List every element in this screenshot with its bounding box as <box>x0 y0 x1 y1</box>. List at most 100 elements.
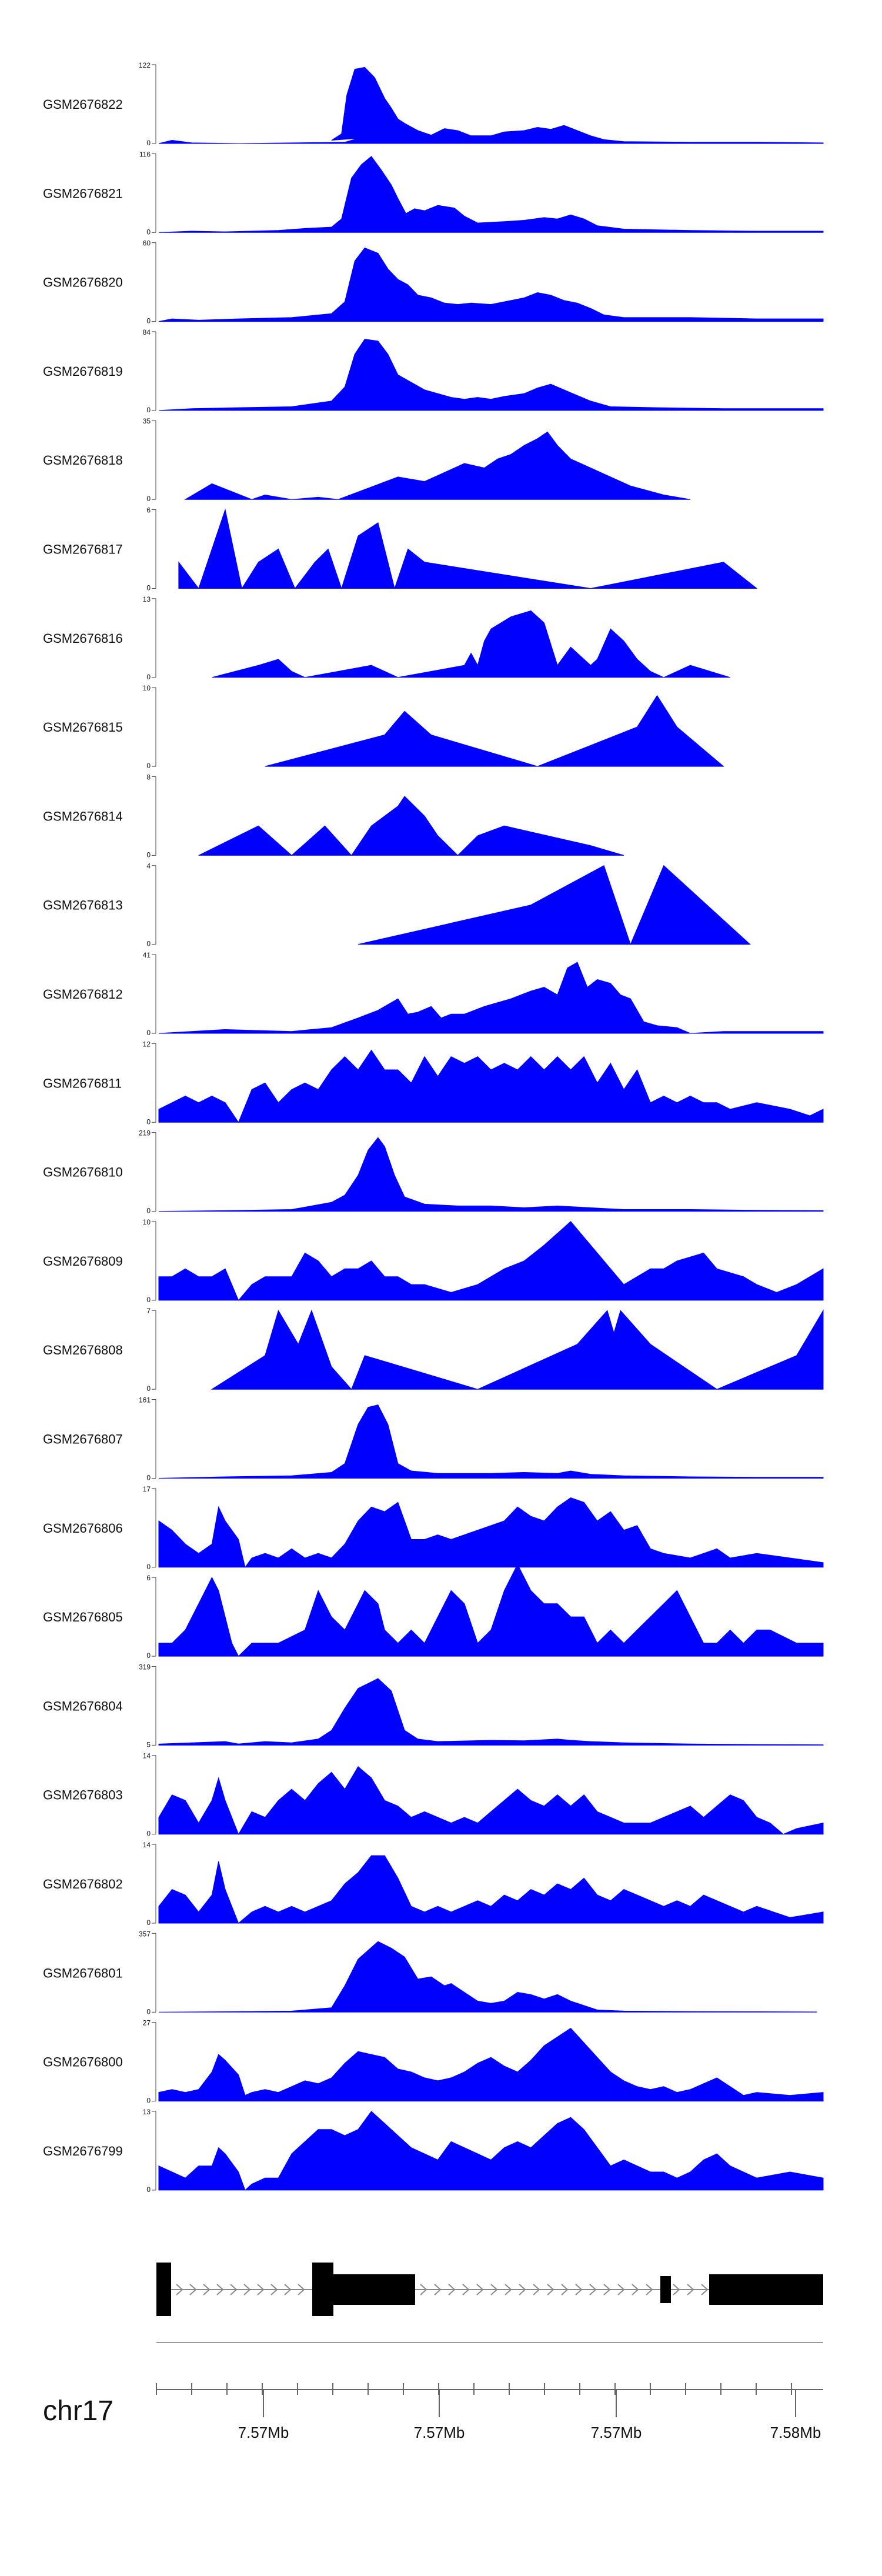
y-tick-label-max: 13 <box>143 2108 151 2116</box>
exon <box>333 2274 415 2305</box>
strand-chevron <box>561 2284 569 2295</box>
y-tick-label-min: 0 <box>146 1563 151 1571</box>
y-tick-label-max: 14 <box>143 1841 151 1849</box>
y-tick-label-max: 219 <box>139 1129 151 1137</box>
strand-chevron <box>603 2284 611 2295</box>
track-label: GSM2676814 <box>43 809 123 823</box>
y-tick-label-max: 161 <box>139 1396 151 1404</box>
track-gsm2676809: GSM2676809 10 0 <box>43 1218 824 1304</box>
coverage-area <box>158 1563 824 1657</box>
track-label: GSM2676800 <box>43 2055 123 2070</box>
strand-chevron <box>203 2284 211 2295</box>
track-label: GSM2676803 <box>43 1788 123 1803</box>
y-tick-label-min: 0 <box>146 317 151 325</box>
track-gsm2676804: GSM2676804 319 5 <box>43 1663 824 1749</box>
coverage-area <box>158 1137 824 1212</box>
track-label: GSM2676804 <box>43 1699 123 1713</box>
strand-chevron <box>687 2284 694 2295</box>
coverage-area <box>198 796 624 856</box>
track-gsm2676818: GSM2676818 35 0 <box>43 417 691 503</box>
coverage-area <box>158 1855 824 1924</box>
track-label: GSM2676817 <box>43 542 123 557</box>
track-label: GSM2676816 <box>43 631 123 646</box>
y-tick-label-min: 0 <box>146 1830 151 1838</box>
track-label: GSM2676819 <box>43 364 123 379</box>
y-tick-label-max: 60 <box>143 239 151 248</box>
strand-chevron <box>448 2284 456 2295</box>
strand-chevron <box>434 2284 442 2295</box>
coverage-area <box>178 508 758 590</box>
track-gsm2676807: GSM2676807 161 0 <box>43 1396 824 1482</box>
track-gsm2676822: GSM2676822 122 0 <box>43 61 824 147</box>
track-gsm2676817: GSM2676817 6 0 <box>43 506 758 592</box>
strand-chevron <box>575 2284 583 2295</box>
strand-chevron <box>284 2284 292 2295</box>
strand-chevron <box>230 2284 238 2295</box>
track-gsm2676810: GSM2676810 219 0 <box>43 1129 824 1215</box>
track-label: GSM2676822 <box>43 97 123 112</box>
y-tick-label-min: 0 <box>146 495 151 503</box>
strand-chevron <box>617 2284 625 2295</box>
y-tick-label-max: 84 <box>143 328 151 336</box>
strand-chevron <box>646 2284 653 2295</box>
track-label: GSM2676801 <box>43 1966 123 1980</box>
track-gsm2676820: GSM2676820 60 0 <box>43 239 824 325</box>
coverage-area <box>184 431 691 500</box>
coverage-area <box>158 1221 824 1301</box>
track-gsm2676819: GSM2676819 84 0 <box>43 328 824 414</box>
track-label: GSM2676813 <box>43 898 123 913</box>
y-tick-label-max: 35 <box>143 417 151 425</box>
track-label: GSM2676808 <box>43 1343 123 1357</box>
y-tick-label-max: 122 <box>139 61 151 69</box>
coverage-area <box>158 1404 824 1479</box>
track-gsm2676815: GSM2676815 10 0 <box>43 684 724 770</box>
track-gsm2676821: GSM2676821 116 0 <box>43 150 824 236</box>
y-tick-label-max: 13 <box>143 595 151 603</box>
y-tick-label-max: 17 <box>143 1485 151 1493</box>
coverage-area <box>158 339 824 411</box>
y-tick-label-min: 0 <box>146 762 151 770</box>
exon <box>156 2263 171 2316</box>
x-tick-label: 7.57Mb <box>414 2424 465 2441</box>
y-tick-label-min: 0 <box>146 1384 151 1393</box>
track-gsm2676805: GSM2676805 6 0 <box>43 1563 824 1660</box>
coverage-area <box>158 1497 824 1568</box>
y-tick-label-min: 0 <box>146 406 151 414</box>
y-tick-label-min: 0 <box>146 1474 151 1482</box>
y-tick-label-max: 116 <box>139 150 151 158</box>
coverage-area <box>158 962 824 1034</box>
strand-chevron <box>505 2284 512 2295</box>
y-tick-label-max: 319 <box>139 1663 151 1671</box>
coverage-area <box>358 865 751 946</box>
strand-chevron <box>476 2284 484 2295</box>
y-tick-label-max: 7 <box>146 1307 151 1315</box>
y-tick-label-min: 0 <box>146 1918 151 1927</box>
strand-chevron <box>533 2284 540 2295</box>
strand-chevron <box>270 2284 278 2295</box>
coverage-area <box>265 695 724 767</box>
y-tick-label-min: 5 <box>146 1740 151 1749</box>
coverage-area <box>158 1049 824 1123</box>
track-label: GSM2676810 <box>43 1165 123 1180</box>
strand-chevron <box>420 2284 427 2295</box>
track-gsm2676803: GSM2676803 14 0 <box>43 1752 824 1838</box>
y-tick-label-max: 10 <box>143 684 151 692</box>
strand-chevron <box>176 2284 183 2295</box>
exon <box>660 2276 671 2303</box>
track-label: GSM2676815 <box>43 720 123 735</box>
track-gsm2676814: GSM2676814 8 0 <box>43 773 624 859</box>
y-tick-label-min: 0 <box>146 1029 151 1037</box>
track-gsm2676811: GSM2676811 12 0 <box>43 1040 824 1126</box>
y-tick-label-min: 0 <box>146 1651 151 1660</box>
strand-chevron <box>589 2284 597 2295</box>
track-label: GSM2676805 <box>43 1610 123 1624</box>
strand-chevron <box>462 2284 470 2295</box>
y-tick-label-max: 6 <box>146 506 151 515</box>
strand-chevron <box>189 2284 197 2295</box>
track-label: GSM2676818 <box>43 453 123 468</box>
chromosome-label: chr17 <box>43 2395 113 2427</box>
track-gsm2676808: GSM2676808 7 0 <box>43 1307 824 1393</box>
coverage-area <box>158 156 824 233</box>
coverage-area <box>158 247 824 322</box>
y-tick-label-min: 0 <box>146 673 151 681</box>
